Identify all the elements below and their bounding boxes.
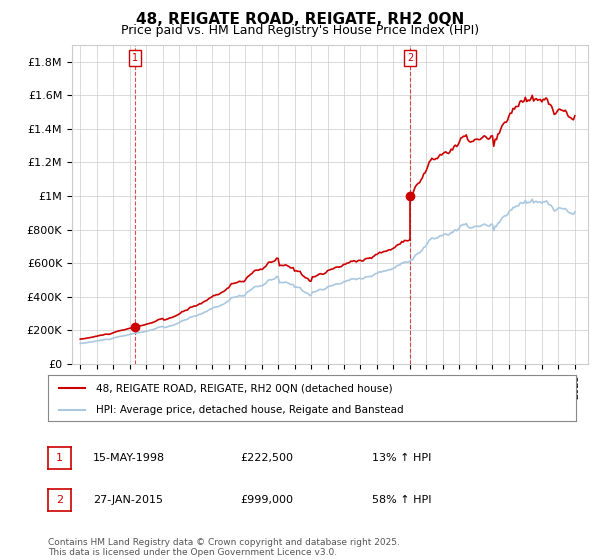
Text: 48, REIGATE ROAD, REIGATE, RH2 0QN: 48, REIGATE ROAD, REIGATE, RH2 0QN xyxy=(136,12,464,27)
Text: 13% ↑ HPI: 13% ↑ HPI xyxy=(372,453,431,463)
Text: 2: 2 xyxy=(56,495,63,505)
Text: 15-MAY-1998: 15-MAY-1998 xyxy=(93,453,165,463)
Text: Price paid vs. HM Land Registry's House Price Index (HPI): Price paid vs. HM Land Registry's House … xyxy=(121,24,479,37)
Text: £999,000: £999,000 xyxy=(240,495,293,505)
Text: 27-JAN-2015: 27-JAN-2015 xyxy=(93,495,163,505)
Text: 58% ↑ HPI: 58% ↑ HPI xyxy=(372,495,431,505)
Text: 2: 2 xyxy=(407,53,413,63)
Text: Contains HM Land Registry data © Crown copyright and database right 2025.
This d: Contains HM Land Registry data © Crown c… xyxy=(48,538,400,557)
Text: 48, REIGATE ROAD, REIGATE, RH2 0QN (detached house): 48, REIGATE ROAD, REIGATE, RH2 0QN (deta… xyxy=(95,383,392,393)
Text: 1: 1 xyxy=(56,453,63,463)
Text: 1: 1 xyxy=(132,53,138,63)
Text: £222,500: £222,500 xyxy=(240,453,293,463)
Text: HPI: Average price, detached house, Reigate and Banstead: HPI: Average price, detached house, Reig… xyxy=(95,405,403,414)
